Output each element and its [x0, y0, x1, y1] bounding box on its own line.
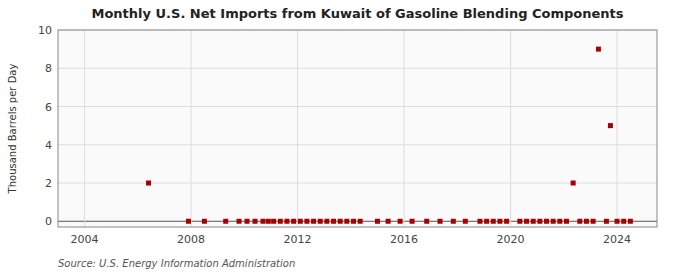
point	[608, 123, 613, 128]
x-tick-label: 2008	[177, 233, 205, 246]
y-grid-line	[58, 106, 657, 107]
point	[628, 219, 633, 224]
point	[484, 219, 489, 224]
point	[318, 219, 323, 224]
x-grid-line	[191, 30, 192, 227]
point	[424, 219, 429, 224]
y-tick-label: 8	[45, 62, 52, 75]
point	[245, 219, 250, 224]
point	[284, 219, 289, 224]
x-grid-line	[84, 30, 85, 227]
point	[491, 219, 496, 224]
point	[438, 219, 443, 224]
point	[324, 219, 329, 224]
chart: 0 2 4 6 8 10 2004 2008 2012 2016 2020 2024 Monthly U…	[0, 0, 675, 275]
point	[524, 219, 529, 224]
point	[266, 219, 271, 224]
point	[237, 219, 242, 224]
y-grid-line	[58, 68, 657, 69]
grid	[58, 30, 657, 227]
point	[202, 219, 207, 224]
point	[564, 219, 569, 224]
point	[331, 219, 336, 224]
point	[410, 219, 415, 224]
y-tick-label: 10	[38, 24, 52, 37]
point	[557, 219, 562, 224]
point	[311, 219, 316, 224]
title: Monthly U.S. Net Imports from Kuwait of …	[91, 6, 623, 21]
point	[571, 181, 576, 186]
x-tick-label: 2004	[71, 233, 99, 246]
point	[497, 219, 502, 224]
point	[463, 219, 468, 224]
point	[544, 219, 549, 224]
source-note: Source: U.S. Energy Information Administ…	[58, 258, 295, 269]
point	[591, 219, 596, 224]
point	[386, 219, 391, 224]
y-grid-line	[58, 144, 657, 145]
y-tick-label: 0	[45, 215, 52, 228]
x-tick-label: 2016	[390, 233, 418, 246]
point	[146, 181, 151, 186]
point	[604, 219, 609, 224]
x-tick-label: 2020	[497, 233, 525, 246]
point	[304, 219, 309, 224]
x-grid-line	[297, 30, 298, 227]
y-axis-label: Thousand Barrels per Day	[7, 64, 18, 195]
point	[615, 219, 620, 224]
point	[223, 219, 228, 224]
point	[584, 219, 589, 224]
x-grid-line	[404, 30, 405, 227]
points	[146, 47, 633, 224]
point	[517, 219, 522, 224]
plot-area	[58, 30, 657, 227]
point	[551, 219, 556, 224]
point	[504, 219, 509, 224]
point	[271, 219, 276, 224]
point	[451, 219, 456, 224]
x-grid-line	[510, 30, 511, 227]
point	[351, 219, 356, 224]
point	[398, 219, 403, 224]
y-tick-label: 2	[45, 177, 52, 190]
point	[338, 219, 343, 224]
x-tick-label: 2012	[284, 233, 312, 246]
point	[358, 219, 363, 224]
point	[537, 219, 542, 224]
point	[477, 219, 482, 224]
point	[344, 219, 349, 224]
point	[621, 219, 626, 224]
y-tick-label: 4	[45, 139, 52, 152]
point	[260, 219, 265, 224]
point	[291, 219, 296, 224]
point	[577, 219, 582, 224]
y-tick-label: 6	[45, 101, 52, 114]
point	[253, 219, 258, 224]
point	[298, 219, 303, 224]
plot-frame	[58, 30, 657, 227]
point	[278, 219, 283, 224]
x-grid-line	[617, 30, 618, 227]
point	[186, 219, 191, 224]
point	[375, 219, 380, 224]
point	[531, 219, 536, 224]
x-tick-label: 2024	[603, 233, 631, 246]
point	[596, 47, 601, 52]
